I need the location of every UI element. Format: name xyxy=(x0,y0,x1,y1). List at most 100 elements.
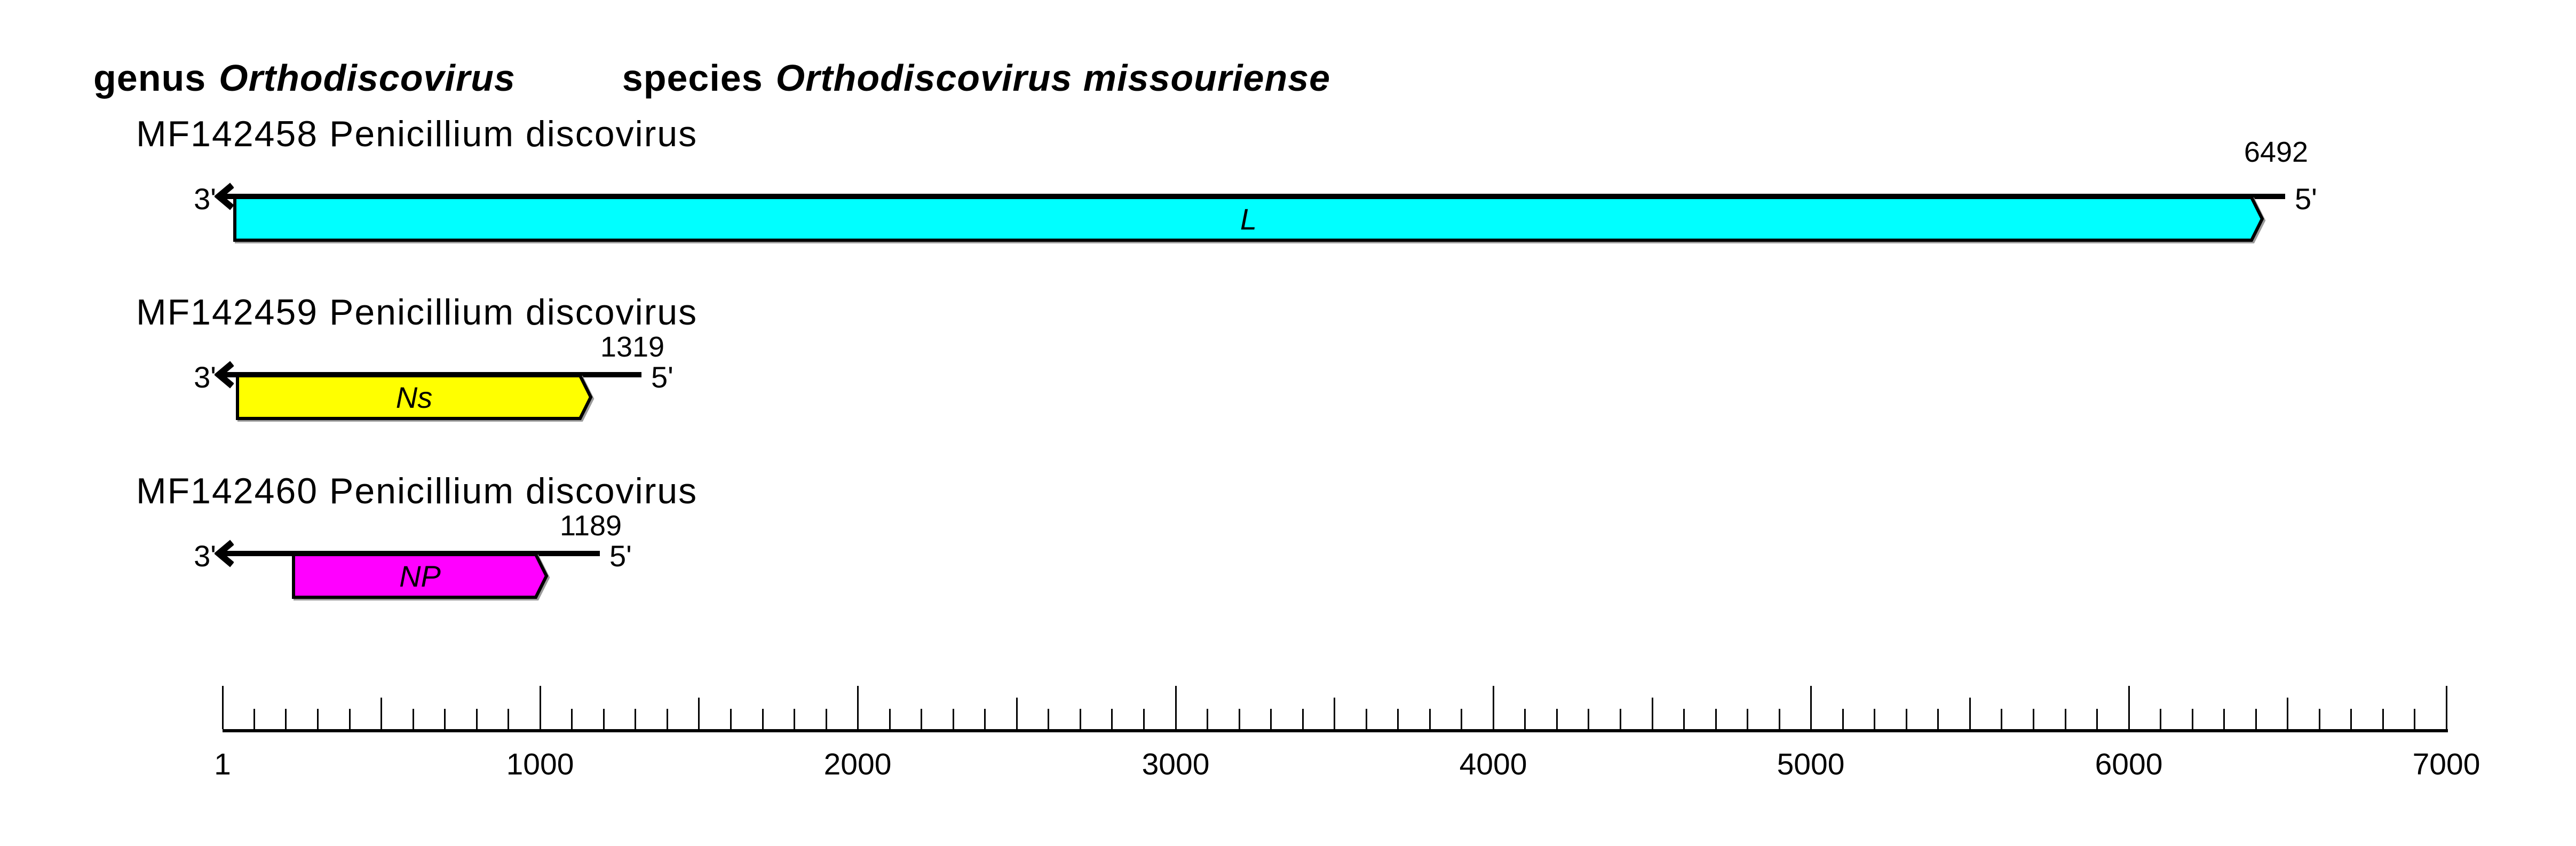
ruler-tick xyxy=(540,686,541,729)
orf-arrow-shape xyxy=(292,553,549,599)
ruler-tick-label: 2000 xyxy=(823,747,892,781)
segment-title: MF142459 Penicillium discovirus xyxy=(136,292,698,333)
orf-arrow xyxy=(292,553,549,599)
ruler-tick xyxy=(698,698,700,729)
ruler-baseline xyxy=(223,729,2448,732)
ruler-tick xyxy=(1397,709,1399,729)
ruler-tick xyxy=(1080,709,1081,729)
ruler-tick xyxy=(1524,709,1526,729)
ruler-tick xyxy=(476,709,478,729)
segment-title: MF142458 Penicillium discovirus xyxy=(136,114,698,154)
ruler-tick xyxy=(2287,698,2288,729)
ruler-tick-label: 3000 xyxy=(1142,747,1210,781)
species-name: Orthodiscovirus missouriense xyxy=(775,57,1331,99)
ruler-tick xyxy=(1620,709,1621,729)
orf-label: NP xyxy=(399,559,441,593)
ruler-tick xyxy=(1461,709,1462,729)
ruler-tick xyxy=(635,709,636,729)
ruler-tick xyxy=(508,709,509,729)
three-prime-label: 3' xyxy=(194,182,216,216)
ruler-tick xyxy=(285,709,287,729)
ruler-tick xyxy=(1143,709,1145,729)
ruler-tick xyxy=(571,709,573,729)
five-prime-label: 5' xyxy=(2295,182,2317,216)
segment-length-label: 1189 xyxy=(559,510,622,542)
ruler-tick xyxy=(1207,709,1208,729)
ruler-tick xyxy=(1556,709,1558,729)
ruler-tick xyxy=(349,709,351,729)
ruler-tick xyxy=(2446,686,2447,729)
ruler-tick xyxy=(2033,709,2034,729)
ruler-tick xyxy=(1652,698,1653,729)
ruler-tick xyxy=(1588,709,1589,729)
left-arrowhead-icon xyxy=(215,540,234,567)
segment-title: MF142460 Penicillium discovirus xyxy=(136,471,698,511)
ruler-tick xyxy=(2255,709,2257,729)
ruler-tick xyxy=(2414,709,2415,729)
ruler-tick xyxy=(953,709,954,729)
ruler-tick xyxy=(1810,686,1812,729)
ruler-tick-label: 5000 xyxy=(1777,747,1845,781)
ruler-tick xyxy=(1937,709,1939,729)
orf-arrow xyxy=(236,374,593,420)
ruler-tick xyxy=(2192,709,2193,729)
ruler-tick xyxy=(984,709,986,729)
orf-arrow xyxy=(233,196,2264,242)
ruler-tick xyxy=(2382,709,2384,729)
five-prime-label: 5' xyxy=(609,539,632,573)
orf-label: Ns xyxy=(395,380,433,414)
three-prime-label: 3' xyxy=(194,539,216,573)
ruler-tick xyxy=(1429,709,1431,729)
ruler-tick-label: 4000 xyxy=(1459,747,1527,781)
ruler-tick xyxy=(1048,709,1049,729)
ruler-tick xyxy=(1842,709,1844,729)
ruler-tick xyxy=(1747,709,1748,729)
ruler-tick xyxy=(1334,698,1335,729)
ruler-tick xyxy=(1111,709,1113,729)
ruler-tick xyxy=(730,709,732,729)
orf-arrow-shape xyxy=(233,196,2264,242)
genus-label: genus xyxy=(93,57,207,99)
left-arrowhead-icon xyxy=(215,183,234,210)
figure-header: genus Orthodiscovirus species Orthodiscovir… xyxy=(93,58,1330,99)
ruler-tick-label: 1 xyxy=(214,747,231,781)
orf-label: L xyxy=(1240,202,1257,236)
ruler-tick-label: 6000 xyxy=(2095,747,2163,781)
ruler-tick xyxy=(1302,709,1304,729)
ruler-tick xyxy=(2350,709,2352,729)
ruler-tick xyxy=(1874,709,1875,729)
ruler-tick xyxy=(1906,709,1907,729)
ruler-tick xyxy=(2160,709,2161,729)
ruler-tick-label: 7000 xyxy=(2412,747,2480,781)
ruler-tick xyxy=(762,709,764,729)
ruler-tick xyxy=(1715,709,1717,729)
ruler-tick xyxy=(1683,709,1685,729)
ruler-tick xyxy=(1270,709,1272,729)
ruler-tick xyxy=(1175,686,1177,729)
ruler-tick xyxy=(413,709,414,729)
ruler-tick xyxy=(222,686,224,729)
species-label: species xyxy=(622,57,763,99)
segment-length-label: 6492 xyxy=(2244,136,2309,168)
ruler-tick xyxy=(921,709,922,729)
ruler-tick xyxy=(2223,709,2225,729)
ruler-tick xyxy=(2001,709,2002,729)
five-prime-label: 5' xyxy=(651,360,673,394)
ruler-tick xyxy=(444,709,446,729)
ruler-tick xyxy=(2319,709,2320,729)
ruler-tick xyxy=(1016,698,1018,729)
ruler-tick xyxy=(2096,709,2098,729)
ruler-tick xyxy=(1493,686,1494,729)
ruler-tick xyxy=(603,709,605,729)
ruler-tick xyxy=(857,686,859,729)
ruler-tick xyxy=(2065,709,2066,729)
ruler-tick xyxy=(667,709,668,729)
ruler-tick xyxy=(1969,698,1971,729)
left-arrowhead-icon xyxy=(215,361,234,389)
segment-length-label: 1319 xyxy=(600,331,665,363)
ruler-tick xyxy=(794,709,795,729)
ruler-tick xyxy=(2128,686,2130,729)
genus-name: Orthodiscovirus xyxy=(219,57,516,99)
ruler-tick xyxy=(826,709,827,729)
